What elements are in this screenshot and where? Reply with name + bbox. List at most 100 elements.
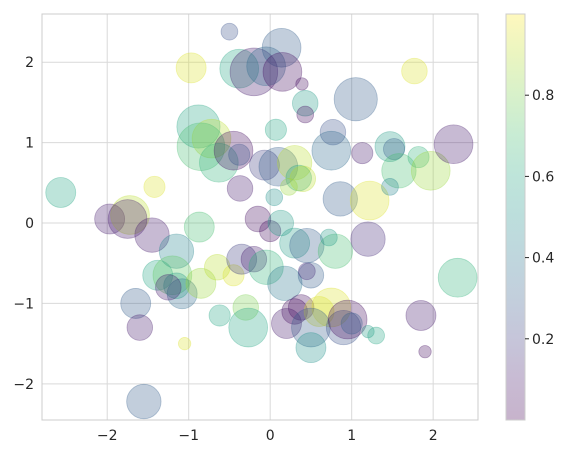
scatter-point bbox=[405, 300, 437, 331]
scatter-point bbox=[381, 153, 417, 189]
scatter-point bbox=[152, 255, 193, 296]
scatter-point bbox=[319, 118, 347, 146]
x-tick-label: −2 bbox=[97, 428, 118, 444]
scatter-point bbox=[291, 307, 331, 348]
scatter-point bbox=[45, 177, 77, 208]
y-tick-label: 0 bbox=[25, 216, 34, 232]
scatter-point bbox=[208, 304, 231, 327]
scatter-point bbox=[240, 246, 268, 273]
x-tick-label: 0 bbox=[266, 428, 275, 444]
scatter-point bbox=[383, 138, 406, 161]
scatter-point bbox=[185, 267, 217, 299]
scatter-point bbox=[280, 178, 298, 196]
plot-frame bbox=[41, 13, 479, 421]
scatter-point bbox=[229, 47, 279, 97]
scatter-point bbox=[295, 77, 309, 91]
scatter-point bbox=[126, 314, 153, 341]
scatter-point bbox=[228, 307, 268, 348]
scatter-point bbox=[94, 203, 126, 235]
scatter-point bbox=[219, 48, 260, 89]
scatter-point bbox=[374, 131, 406, 163]
scatter-point bbox=[289, 227, 325, 264]
scatter-point bbox=[317, 233, 353, 269]
scatter-point bbox=[325, 309, 362, 346]
scatter-point bbox=[142, 259, 174, 291]
scatter-point bbox=[381, 178, 399, 196]
y-tick-label: 1 bbox=[25, 136, 34, 152]
scatter-point bbox=[120, 288, 152, 319]
x-tick-label: 1 bbox=[347, 428, 356, 444]
scatter-point bbox=[204, 254, 231, 281]
scatter-point bbox=[226, 175, 254, 202]
scatter-point bbox=[259, 220, 282, 243]
scatter-point bbox=[303, 296, 335, 327]
colorbar-tick-label: 0.8 bbox=[532, 88, 554, 104]
scatter-point bbox=[433, 124, 474, 165]
scatter-point bbox=[232, 294, 259, 321]
scatter-point bbox=[267, 209, 294, 237]
scatter-point bbox=[107, 199, 148, 239]
scatter-point bbox=[261, 27, 302, 68]
scatter-point bbox=[155, 274, 182, 301]
scatter-point bbox=[166, 278, 198, 310]
scatter-point bbox=[265, 188, 284, 207]
y-tick-label: 2 bbox=[25, 55, 34, 71]
plot-area: −2 −1 0 1 2 −2 −1 0 1 2 bbox=[13, 13, 479, 444]
scatter-point bbox=[220, 22, 239, 41]
scatter-point bbox=[281, 298, 308, 325]
scatter-point bbox=[418, 345, 432, 359]
scatter-point bbox=[175, 52, 207, 84]
scatter-point bbox=[126, 383, 162, 420]
scatter-point bbox=[176, 122, 226, 171]
scatter-point bbox=[410, 150, 451, 191]
scatter-point bbox=[176, 104, 221, 149]
scatter-point bbox=[222, 264, 245, 287]
scatter-point bbox=[267, 265, 303, 301]
scatter-point bbox=[226, 243, 258, 275]
scatter-point bbox=[296, 105, 315, 124]
scatter-point bbox=[333, 77, 378, 122]
colorbar-tick-label: 0.4 bbox=[532, 251, 554, 267]
scatter-point bbox=[262, 52, 303, 92]
scatter-point bbox=[244, 205, 272, 233]
scatter-point bbox=[320, 228, 338, 247]
scatter-point bbox=[285, 164, 312, 192]
scatter-point bbox=[295, 332, 327, 364]
scatter-point bbox=[367, 326, 385, 345]
scatter-point bbox=[277, 145, 313, 181]
scatter-point bbox=[110, 195, 150, 235]
scatter-point bbox=[199, 142, 239, 183]
colorbar-frame bbox=[505, 13, 526, 421]
y-tick-label: −1 bbox=[13, 296, 34, 312]
scatter-point bbox=[401, 57, 428, 85]
scatter-point bbox=[327, 299, 368, 340]
scatter-point bbox=[349, 180, 390, 221]
scatter-point bbox=[437, 257, 478, 298]
scatter-point bbox=[298, 262, 316, 281]
scatter-point bbox=[213, 130, 254, 171]
scatter-point bbox=[361, 324, 375, 339]
plot-background bbox=[42, 14, 478, 420]
scatter-point bbox=[311, 287, 352, 328]
scatter-point bbox=[158, 233, 195, 269]
y-tick-label: −2 bbox=[13, 377, 34, 393]
scatter-point bbox=[264, 118, 287, 141]
scatter-point bbox=[407, 146, 430, 169]
scatter-point bbox=[183, 211, 215, 243]
scatter-point bbox=[246, 46, 286, 87]
scatter-point bbox=[297, 262, 325, 289]
x-tick-label: −1 bbox=[178, 428, 199, 444]
scatter-point bbox=[228, 143, 251, 166]
scatter-point bbox=[292, 90, 319, 117]
scatter-point bbox=[143, 175, 166, 198]
scatter-point bbox=[248, 249, 284, 285]
colorbar: 0.2 0.4 0.6 0.8 bbox=[505, 13, 554, 421]
scatter-point bbox=[191, 118, 232, 159]
scatter-point bbox=[134, 217, 170, 253]
scatter-point bbox=[350, 221, 386, 257]
scatter-point bbox=[249, 149, 280, 181]
scatter-point bbox=[351, 142, 374, 165]
scatter-point bbox=[178, 337, 192, 351]
scatter-point bbox=[340, 312, 363, 335]
